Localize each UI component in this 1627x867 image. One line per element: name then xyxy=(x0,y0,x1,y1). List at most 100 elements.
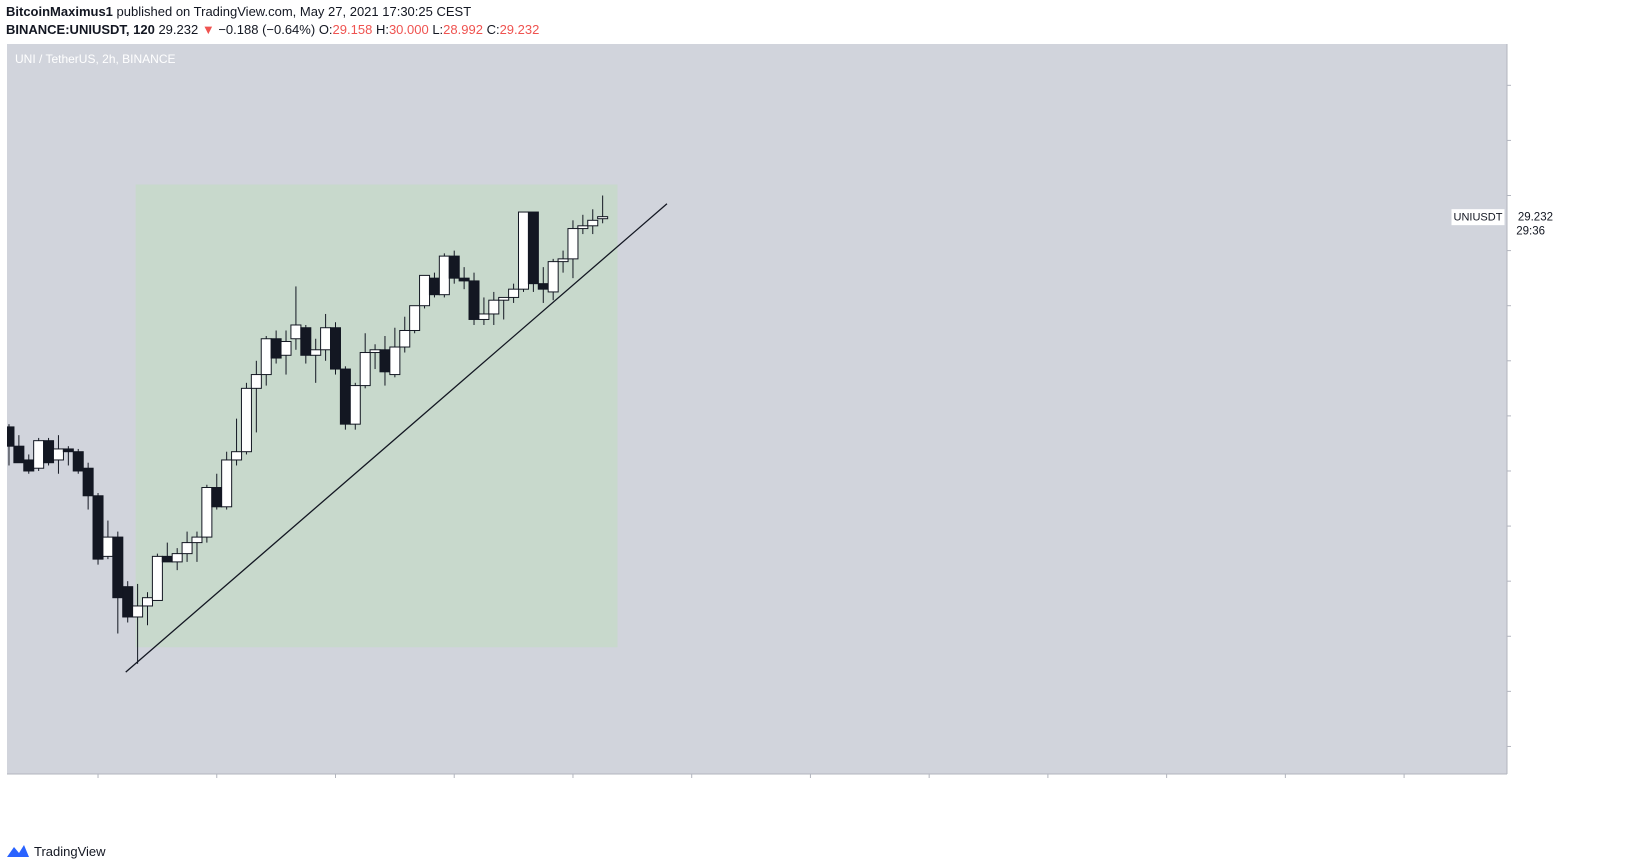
candle xyxy=(181,531,193,562)
y-tick-label: 28.000 xyxy=(1518,246,1553,258)
candle-body-down xyxy=(112,536,124,599)
y-tick-label: 24.000 xyxy=(1518,356,1553,368)
candle xyxy=(72,448,84,474)
candle-body-down xyxy=(3,426,15,447)
candle-body-up xyxy=(221,459,233,508)
candle-body-down xyxy=(122,586,134,618)
candle xyxy=(349,382,361,430)
candle-body-up xyxy=(359,352,371,387)
candle xyxy=(458,267,470,290)
candle-body-up xyxy=(181,542,193,555)
candle-body-up xyxy=(587,219,599,227)
candle xyxy=(171,548,183,571)
x-tick-label: 12:00 xyxy=(440,782,469,794)
change-text: −0.188 (−0.64%) xyxy=(218,22,316,37)
open-label: O: xyxy=(318,22,333,37)
candle-body-up xyxy=(557,258,569,263)
candle-body-up xyxy=(438,255,450,296)
candle xyxy=(399,316,411,353)
low-label: L: xyxy=(432,22,444,37)
low-value: 28.992 xyxy=(443,22,483,37)
candle xyxy=(389,327,401,378)
candle-body-up xyxy=(419,274,431,307)
tradingview-brand[interactable]: TradingView xyxy=(34,843,106,859)
candle-body-down xyxy=(43,440,55,464)
x-tick-label: 27 xyxy=(1041,782,1054,794)
candle-body-up xyxy=(320,327,332,351)
candle xyxy=(62,446,74,466)
y-tick-label: 30.000 xyxy=(1518,191,1553,203)
x-tick-label: 12:00 xyxy=(677,782,706,794)
candle-body-down xyxy=(13,445,25,464)
chart-container[interactable]: UNI / TetherUS, 2h, BINANCE USDT 10.000 1… xyxy=(0,44,1564,831)
candle-body-up xyxy=(567,228,579,260)
candle xyxy=(240,382,252,455)
candle xyxy=(498,296,510,320)
close-label: C: xyxy=(486,22,500,37)
candle-body-up xyxy=(132,605,144,618)
candle-body-up xyxy=(389,346,401,376)
y-tick-label: 12.000 xyxy=(1518,686,1553,698)
candle-body-up xyxy=(517,211,529,290)
candle xyxy=(339,366,351,430)
candle xyxy=(409,305,421,334)
candle xyxy=(191,531,203,562)
price-axis[interactable]: 10.000 12.000 14.000 16.000 18.000 20.000 22.0… xyxy=(1507,80,1553,753)
price-chart[interactable]: UNI / TetherUS, 2h, BINANCE USDT 10.0001… xyxy=(0,44,1564,831)
candle-body-up xyxy=(478,313,490,320)
candle xyxy=(468,272,480,325)
publisher-line: BitcoinMaximus1 published on TradingView… xyxy=(6,4,471,19)
candle-body-up xyxy=(280,341,292,356)
symbol-label: BINANCE:UNIUSDT, 120 xyxy=(6,22,155,37)
high-value: 30.000 xyxy=(388,22,429,37)
y-tick-label: 18.000 xyxy=(1518,521,1553,533)
price-label-value: 29.232 xyxy=(1518,212,1553,224)
candle xyxy=(359,333,371,389)
candle-body-down xyxy=(72,451,84,472)
candle xyxy=(231,418,243,466)
candle-body-up xyxy=(349,385,361,425)
x-tick-label: 28 xyxy=(1279,782,1292,794)
y-tick-label: 14.000 xyxy=(1518,631,1553,643)
last-price-text: 29.232 xyxy=(158,22,199,37)
candle-body-down xyxy=(458,277,470,282)
down-arrow-icon: ▼ xyxy=(201,22,215,37)
candle-body-up xyxy=(151,555,163,601)
y-tick-label: 20.000 xyxy=(1518,466,1553,478)
currency-label: USDT xyxy=(1519,53,1549,65)
candle-body-up xyxy=(547,261,559,293)
open-value: 29.158 xyxy=(332,22,373,37)
candle xyxy=(587,209,599,235)
candle-body-up xyxy=(142,597,154,607)
candle-body-up xyxy=(290,324,302,340)
candle xyxy=(280,330,292,375)
candle xyxy=(557,250,569,273)
ascending-trendline[interactable] xyxy=(125,203,668,673)
candle xyxy=(517,211,529,292)
candle-body-up xyxy=(240,387,252,453)
chart-title: UNI / TetherUS, 2h, BINANCE xyxy=(15,52,176,66)
publisher-name[interactable]: BitcoinMaximus1 xyxy=(6,4,113,19)
candle xyxy=(310,338,322,383)
candle-body-up xyxy=(171,553,183,563)
close-value: 29.232 xyxy=(499,22,540,37)
candle-body-up xyxy=(399,329,411,348)
time-axis[interactable]: :002312:002412:002512:002612:002712:0028… xyxy=(7,774,1418,794)
x-tick-label: 23 xyxy=(92,782,105,794)
candle xyxy=(52,435,64,474)
candle-body-up xyxy=(260,338,272,376)
candle-body-up xyxy=(191,536,203,544)
candle xyxy=(478,297,490,325)
candle-body-up xyxy=(102,536,114,557)
candle xyxy=(547,258,559,301)
candle xyxy=(597,195,609,224)
x-tick-label: 12:00 xyxy=(915,782,944,794)
candle-body-up xyxy=(250,374,262,389)
x-tick-label: 25 xyxy=(567,782,580,794)
candle xyxy=(132,583,144,664)
x-tick-label: 26 xyxy=(804,782,817,794)
candle-body-down xyxy=(92,495,104,560)
tradingview-logo-icon[interactable] xyxy=(6,844,30,858)
price-label-box xyxy=(1509,208,1557,240)
candle-body-down xyxy=(527,211,539,285)
